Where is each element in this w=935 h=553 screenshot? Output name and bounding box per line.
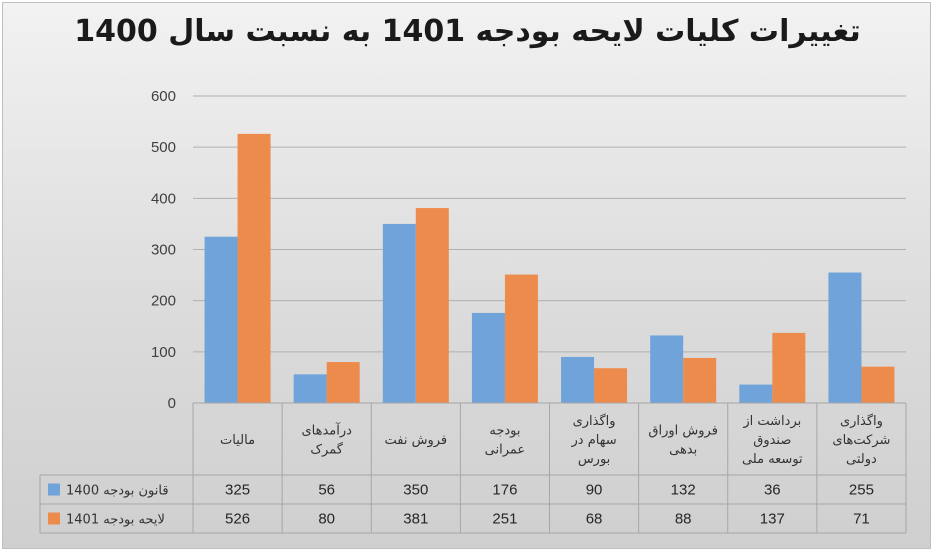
category-label: مالیات xyxy=(220,433,255,448)
data-table-value: 176 xyxy=(492,482,517,499)
bar xyxy=(293,374,327,403)
bar xyxy=(504,274,538,403)
data-table-value: 255 xyxy=(849,482,874,499)
data-table-value: 381 xyxy=(403,511,428,528)
bar xyxy=(561,356,595,403)
data-table-value: 88 xyxy=(675,511,692,528)
y-tick-label: 100 xyxy=(151,344,176,361)
category-label: بودجه xyxy=(489,424,520,439)
category-label: درآمدهای xyxy=(301,422,352,439)
category-label: بورس xyxy=(578,452,610,467)
data-table-value: 36 xyxy=(764,482,781,499)
data-table-value: 251 xyxy=(492,511,517,528)
bar xyxy=(471,312,505,403)
bar xyxy=(739,384,773,403)
legend-swatch xyxy=(48,512,60,525)
category-label: گمرک xyxy=(310,442,343,458)
data-table-value: 90 xyxy=(586,482,603,499)
category-label: سهام در xyxy=(571,433,617,448)
category-label: واگذاری xyxy=(573,413,616,429)
bar xyxy=(415,208,449,403)
data-table-value: 56 xyxy=(318,482,335,499)
y-tick-label: 400 xyxy=(151,190,176,207)
y-tick-label: 0 xyxy=(168,395,176,412)
data-table-value: 137 xyxy=(760,511,785,528)
category-label: برداشت از xyxy=(742,414,801,429)
category-label: توسعه ملی xyxy=(742,452,803,467)
category-label: دولتی xyxy=(846,452,877,467)
bar xyxy=(326,362,360,403)
legend-label: لایحه بودجه 1401 xyxy=(66,513,165,528)
category-label: صندوق xyxy=(753,433,791,448)
data-table-value: 325 xyxy=(225,482,250,499)
data-table-value: 350 xyxy=(403,482,428,499)
bar xyxy=(683,357,717,403)
bar xyxy=(772,332,806,403)
bar xyxy=(382,223,416,403)
y-tick-label: 500 xyxy=(151,139,176,156)
data-table-value: 526 xyxy=(225,511,250,528)
category-label: واگذاری xyxy=(840,413,883,429)
bar xyxy=(650,335,684,403)
bar xyxy=(828,272,862,403)
category-label: فروش اوراق xyxy=(648,424,718,439)
data-table-value: 71 xyxy=(853,511,870,528)
category-label: عمرانی xyxy=(485,443,526,458)
y-tick-label: 300 xyxy=(151,242,176,259)
bar xyxy=(237,133,271,403)
category-label: فروش نفت xyxy=(384,433,447,448)
bar xyxy=(204,236,238,403)
bar xyxy=(594,368,628,403)
legend-swatch xyxy=(48,483,60,496)
category-label: بدهی xyxy=(669,443,697,458)
y-tick-label: 200 xyxy=(151,293,176,310)
y-tick-label: 600 xyxy=(151,88,176,105)
chart-title: تغییرات کلیات لایحه بودجه 1401 به نسبت س… xyxy=(74,14,861,49)
legend-label: قانون بودجه 1400 xyxy=(66,484,169,499)
data-table-value: 68 xyxy=(586,511,603,528)
data-table-value: 132 xyxy=(671,482,696,499)
data-table-value: 80 xyxy=(318,511,335,528)
bar xyxy=(861,366,895,403)
category-label: شرکت‌های xyxy=(832,433,890,448)
